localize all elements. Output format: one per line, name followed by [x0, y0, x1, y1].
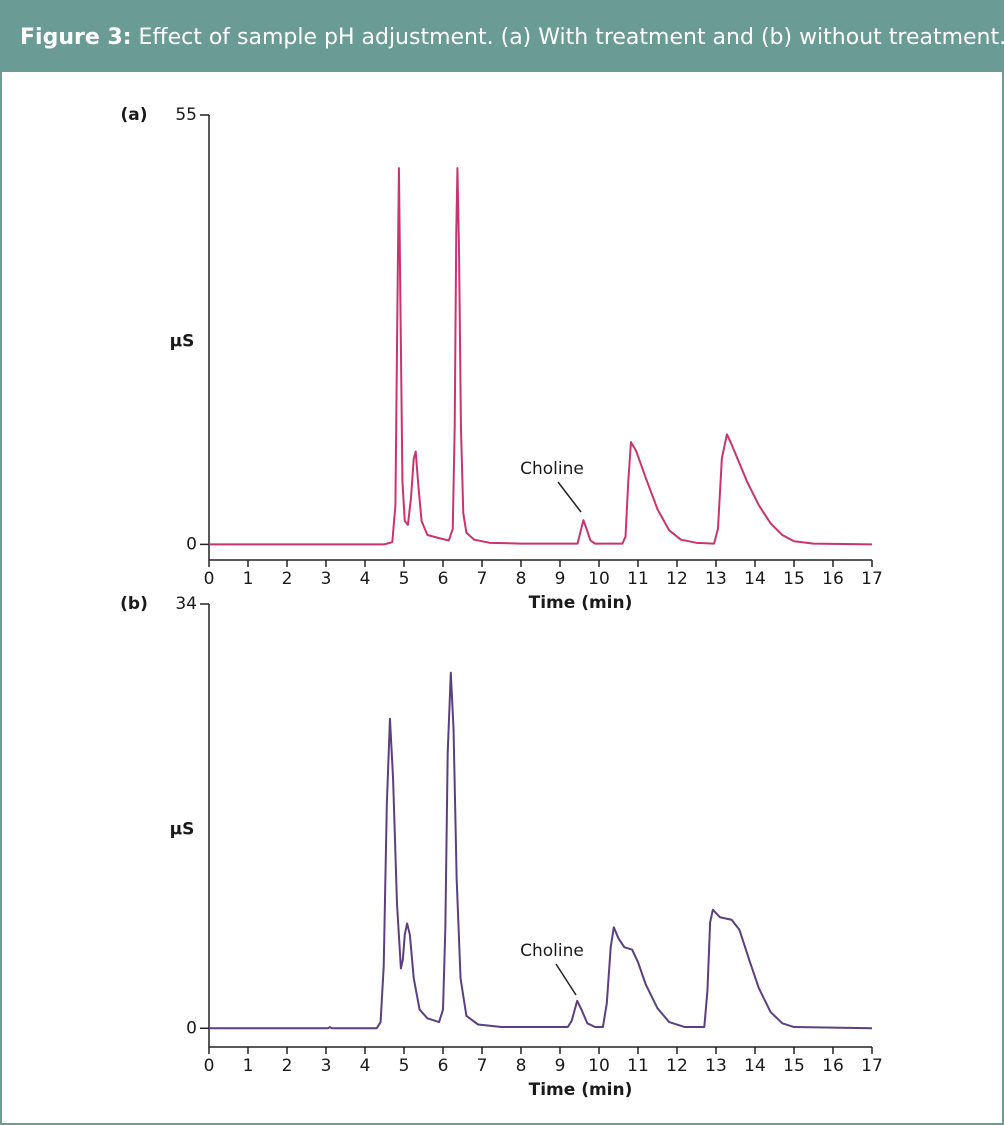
x-tick-label: 4 — [360, 1056, 371, 1076]
chromatogram-line — [209, 671, 873, 1030]
x-tick-label: 4 — [360, 569, 371, 589]
y-tick-label: 0 — [186, 534, 197, 554]
x-tick-label: 0 — [204, 1056, 215, 1076]
chromatogram-line — [209, 167, 873, 546]
x-tick-label: 15 — [783, 569, 805, 589]
header-band — [0, 0, 1004, 72]
x-tick-label: 11 — [627, 1056, 649, 1076]
x-tick-label: 9 — [555, 569, 566, 589]
x-tick-label: 1 — [243, 1056, 254, 1076]
panel-label: (b) — [120, 594, 148, 614]
x-tick-label: 6 — [438, 1056, 449, 1076]
y-axis-label: µS — [170, 820, 195, 840]
x-tick-label: 12 — [666, 1056, 688, 1076]
x-tick-label: 12 — [666, 569, 688, 589]
header-title: Effect of sample pH adjustment. (a) With… — [139, 25, 1004, 50]
x-tick-label: 5 — [399, 1056, 410, 1076]
x-tick-label: 10 — [588, 1056, 610, 1076]
x-tick-label: 14 — [744, 569, 766, 589]
panel-label: (a) — [120, 105, 147, 125]
x-tick-label: 8 — [516, 1056, 527, 1076]
x-tick-label: 3 — [321, 569, 332, 589]
x-tick-label: 11 — [627, 569, 649, 589]
x-tick-label: 2 — [282, 1056, 293, 1076]
annotation: Choline — [520, 459, 584, 479]
x-tick-label: 13 — [705, 1056, 727, 1076]
x-tick-label: 13 — [705, 569, 727, 589]
x-tick-label: 5 — [399, 569, 410, 589]
x-tick-label: 7 — [477, 1056, 488, 1076]
x-tick-label: 3 — [321, 1056, 332, 1076]
x-tick-label: 1 — [243, 569, 254, 589]
x-tick-label: 7 — [477, 569, 488, 589]
y-axis-label: µS — [170, 332, 195, 352]
header-label: Figure 3: — [20, 25, 132, 50]
y-tick-label: 55 — [175, 105, 197, 125]
annotation: Choline — [520, 941, 584, 961]
x-tick-label: 8 — [516, 569, 527, 589]
x-tick-label: 16 — [822, 1056, 844, 1076]
annotation-leader — [557, 481, 582, 513]
x-tick-label: 16 — [822, 569, 844, 589]
y-tick-label: 0 — [186, 1018, 197, 1038]
y-tick-label: 34 — [175, 594, 197, 614]
x-tick-label: 2 — [282, 569, 293, 589]
x-tick-label: 10 — [588, 569, 610, 589]
x-tick-label: 15 — [783, 1056, 805, 1076]
annotation-leader — [555, 963, 577, 996]
x-axis-label: Time (min) — [529, 1080, 633, 1100]
x-axis-label: Time (min) — [529, 593, 633, 613]
x-tick-label: 0 — [204, 569, 215, 589]
x-tick-label: 6 — [438, 569, 449, 589]
x-tick-label: 14 — [744, 1056, 766, 1076]
header: Figure 3: Effect of sample pH adjustment… — [20, 25, 1004, 50]
x-tick-label: 17 — [861, 1056, 883, 1076]
x-tick-label: 17 — [861, 569, 883, 589]
x-tick-label: 9 — [555, 1056, 566, 1076]
